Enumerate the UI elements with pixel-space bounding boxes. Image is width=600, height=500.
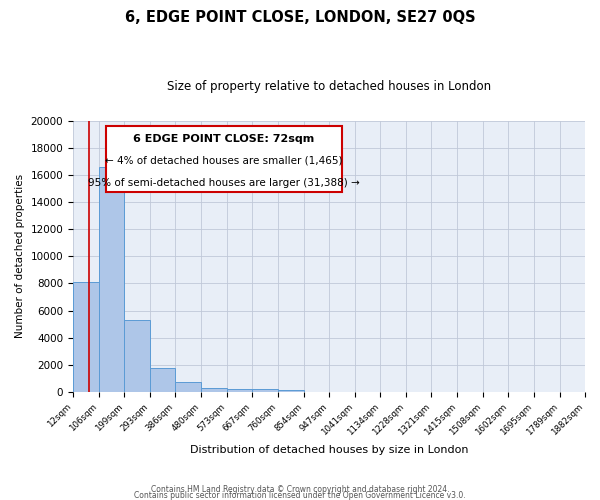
Y-axis label: Number of detached properties: Number of detached properties [15, 174, 25, 338]
Text: 6, EDGE POINT CLOSE, LONDON, SE27 0QS: 6, EDGE POINT CLOSE, LONDON, SE27 0QS [125, 10, 475, 25]
Text: Contains public sector information licensed under the Open Government Licence v3: Contains public sector information licen… [134, 490, 466, 500]
Text: Contains HM Land Registry data © Crown copyright and database right 2024.: Contains HM Land Registry data © Crown c… [151, 484, 449, 494]
Text: 6 EDGE POINT CLOSE: 72sqm: 6 EDGE POINT CLOSE: 72sqm [133, 134, 314, 144]
Bar [201, 388, 227, 392]
Bar [150, 368, 175, 392]
Bar [278, 390, 304, 392]
Bar [175, 382, 201, 392]
FancyBboxPatch shape [106, 126, 342, 192]
Bar [124, 320, 150, 392]
Text: ← 4% of detached houses are smaller (1,465): ← 4% of detached houses are smaller (1,4… [106, 156, 343, 166]
Bar [253, 390, 278, 392]
Bar [227, 388, 253, 392]
X-axis label: Distribution of detached houses by size in London: Distribution of detached houses by size … [190, 445, 468, 455]
Bar [99, 166, 124, 392]
Title: Size of property relative to detached houses in London: Size of property relative to detached ho… [167, 80, 491, 93]
Text: 95% of semi-detached houses are larger (31,388) →: 95% of semi-detached houses are larger (… [88, 178, 360, 188]
Bar [73, 282, 99, 392]
